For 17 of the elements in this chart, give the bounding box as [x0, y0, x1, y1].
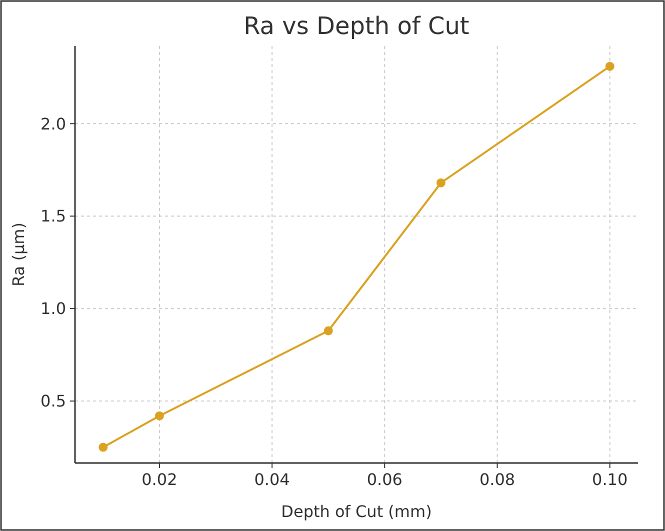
y-tick-label: 1.0	[40, 299, 66, 318]
point	[98, 442, 108, 452]
point	[436, 178, 446, 188]
point	[324, 326, 333, 336]
x-tick-label: 0.06	[366, 470, 402, 489]
y-tick-label: 0.5	[40, 392, 66, 411]
x-tick-label: 0.02	[142, 470, 178, 489]
x-tick-label: 0.10	[592, 470, 628, 489]
y-tick-label: 2.0	[40, 114, 66, 134]
x-tick-label: 0.08	[479, 470, 516, 489]
x-axis-title: Depth of Cut (mm)	[281, 502, 432, 521]
x-tick-label: 0.04	[254, 470, 290, 489]
y-tick-label: 1.5	[40, 206, 66, 226]
point	[154, 411, 164, 420]
chart-title: Ra vs Depth of Cut	[244, 12, 470, 40]
point	[605, 62, 614, 71]
y-axis-title: Ra (µm)	[9, 222, 28, 286]
